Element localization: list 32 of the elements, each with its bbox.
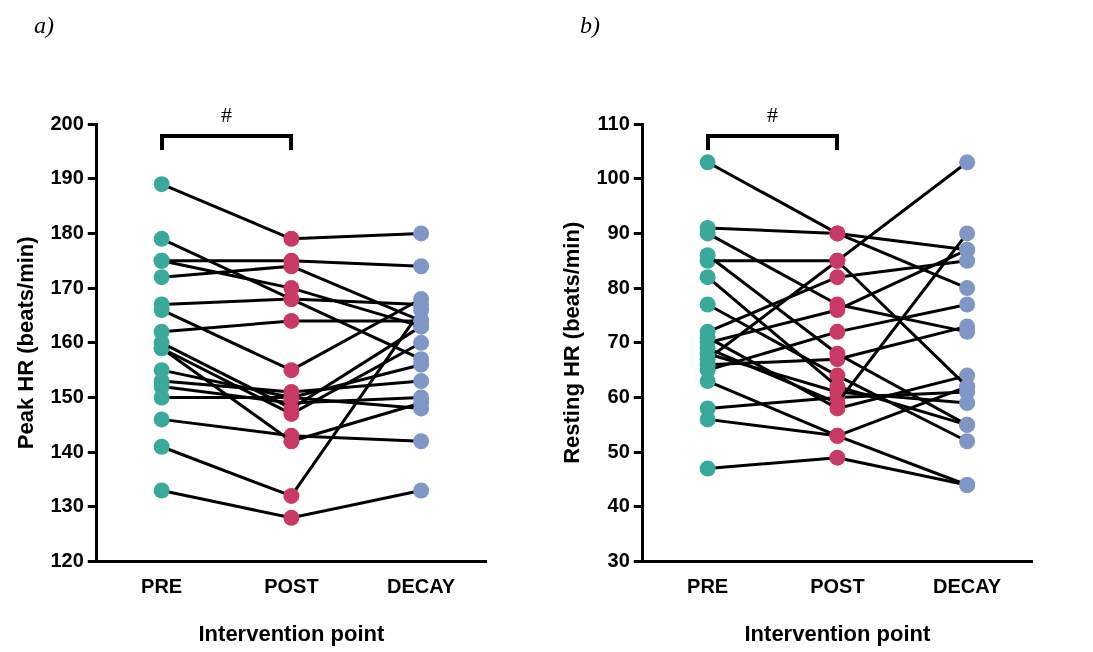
y-tick-label: 190 xyxy=(50,166,84,189)
y-tick-label: 60 xyxy=(607,385,630,408)
x-tick-label: POST xyxy=(810,575,865,598)
y-tick-label: 200 xyxy=(50,111,84,134)
x-tick-label: DECAY xyxy=(933,575,1002,598)
x-tick-label: PRE xyxy=(141,575,183,598)
y-tick-label: 30 xyxy=(607,549,630,572)
y-tick-label: 110 xyxy=(597,111,630,134)
y-tick-label: 170 xyxy=(50,275,84,298)
y-tick-label: 150 xyxy=(50,385,84,408)
y-axis-title: Resting HR (beats/min) xyxy=(559,221,585,464)
y-tick-label: 80 xyxy=(607,275,630,298)
y-tick-label: 130 xyxy=(50,494,84,517)
annotation: # xyxy=(767,102,778,128)
y-tick-label: 90 xyxy=(607,220,630,243)
x-tick-label: PRE xyxy=(687,575,729,598)
y-tick-label: 160 xyxy=(50,330,84,353)
y-axis-title: Peak HR (beats/min) xyxy=(13,236,39,450)
y-tick-label: 140 xyxy=(50,439,84,462)
y-tick-label: 120 xyxy=(50,549,84,572)
annotation: # xyxy=(221,102,232,128)
chart-title: a) xyxy=(34,12,54,39)
y-tick-label: 40 xyxy=(607,494,630,517)
chart-title: b) xyxy=(580,12,600,39)
y-tick-label: 180 xyxy=(50,220,84,243)
y-tick-label: 70 xyxy=(607,330,630,353)
x-tick-label: POST xyxy=(264,575,319,598)
x-axis-title: Intervention point xyxy=(744,620,931,646)
x-axis-title: Intervention point xyxy=(198,620,385,646)
y-tick-label: 100 xyxy=(596,166,630,189)
y-tick-label: 50 xyxy=(607,439,630,462)
x-tick-label: DECAY xyxy=(387,575,456,598)
